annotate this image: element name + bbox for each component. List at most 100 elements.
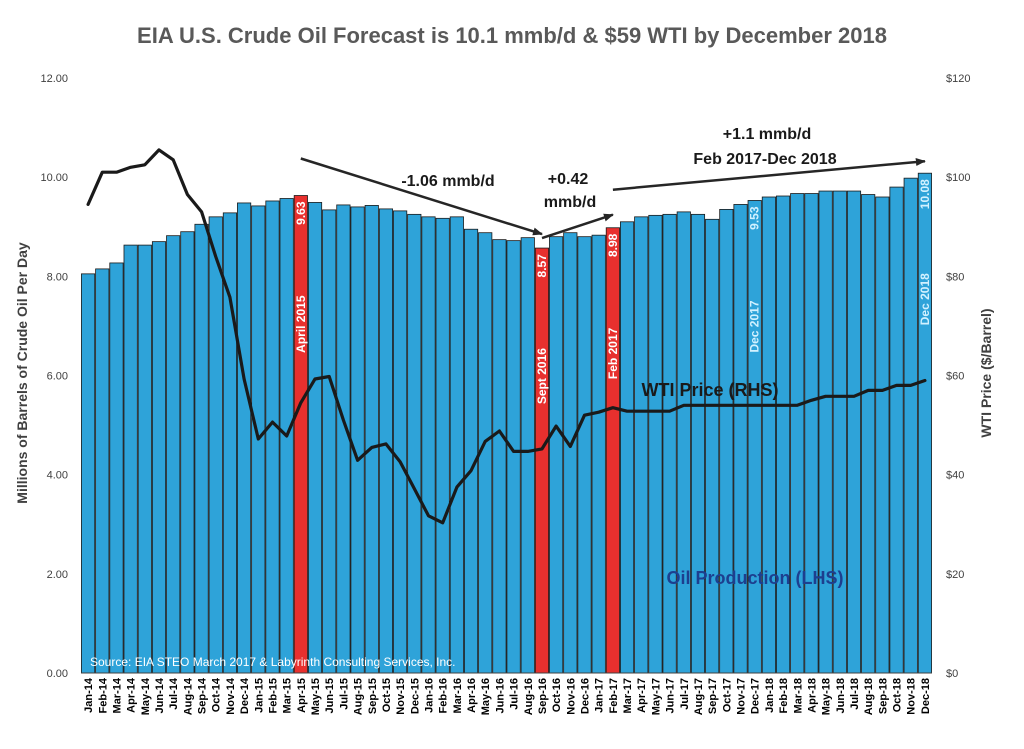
bar-date-label: Feb 2017 [606, 327, 620, 379]
x-tick-label: May-17 [650, 678, 662, 715]
production-bar [832, 190, 847, 674]
production-bar [733, 204, 748, 674]
production-bar [123, 244, 138, 674]
production-bar [776, 195, 791, 674]
production-bar [889, 186, 904, 674]
x-tick-label: Dec-16 [580, 678, 592, 714]
bar-value-label: 9.53 [748, 206, 762, 230]
series-label-price: WTI Price (RHS) [641, 380, 778, 400]
x-tick-label: May-14 [140, 677, 152, 715]
x-tick-label: Aug-16 [523, 678, 535, 715]
bar-date-label: April 2015 [294, 295, 308, 353]
x-tick-label: Sep-16 [537, 678, 549, 714]
x-tick-label: Feb-17 [608, 678, 620, 713]
x-tick-label: Mar-16 [452, 678, 464, 713]
production-bar [435, 217, 450, 674]
x-tick-label: Sep-15 [367, 678, 379, 714]
bar-date-label: Sept 2016 [535, 348, 549, 404]
annotation-recovery-unit: mmb/d [544, 194, 596, 211]
production-bar [109, 262, 124, 674]
production-bar [875, 196, 890, 674]
x-tick-label: Oct-16 [551, 678, 563, 712]
x-tick-label: Jul-17 [679, 678, 691, 710]
x-tick-label: Dec-17 [750, 678, 762, 714]
trend-arrow [612, 158, 926, 191]
x-tick-label: Oct-15 [381, 678, 393, 712]
x-tick-label: Jan-16 [424, 678, 436, 713]
chart-overlay: 9.63 April 2015 8.57 Sept 2016 8.98 Feb 2017 9… [86, 126, 932, 669]
x-tick-label: Jun-15 [324, 678, 336, 713]
y-tick-label-right: $60 [946, 371, 964, 383]
production-bar [804, 193, 819, 674]
y-tick-label-left: 4.00 [47, 470, 68, 482]
y-axis-label-right: WTI Price ($/Barrel) [978, 308, 994, 437]
annotation-growth: +1.1 mmb/d [723, 126, 811, 143]
y-axis-label-left: Millions of Barrels of Crude Oil Per Day [14, 242, 30, 504]
x-tick-label: Mar-14 [112, 677, 124, 713]
y-tick-label-right: $80 [946, 271, 964, 283]
axis-ticks: 0.00 2.00 4.00 6.00 8.00 10.00 12.00 $0 $20 $40 $6… [40, 73, 970, 715]
production-bar [95, 268, 110, 674]
x-tick-label: Nov-14 [225, 677, 237, 715]
x-tick-label: Oct-17 [721, 678, 733, 712]
production-bar [818, 190, 833, 674]
production-bar [322, 209, 337, 674]
highlight-bar [605, 227, 620, 674]
x-tick-label: Dec-18 [920, 678, 932, 714]
production-bar [307, 202, 323, 674]
x-tick-label: Sep-18 [877, 678, 889, 714]
bar-date-label: Dec 2018 [918, 273, 932, 325]
trend-arrow [300, 157, 543, 236]
production-bar [421, 216, 436, 674]
x-tick-label: Sep-17 [707, 678, 719, 714]
x-tick-label: Apr-15 [296, 678, 308, 713]
x-tick-label: Mar-15 [282, 678, 294, 713]
x-tick-label: Dec-15 [409, 678, 421, 714]
x-tick-label: Nov-16 [565, 678, 577, 715]
x-tick-label: Jan-18 [764, 678, 776, 713]
x-tick-label: Nov-15 [395, 678, 407, 715]
annotation-growth-period: Feb 2017-Dec 2018 [693, 151, 836, 168]
production-bar [137, 244, 152, 674]
y-tick-label-right: $120 [946, 73, 970, 85]
highlight-bar [293, 195, 308, 674]
production-bar [861, 194, 876, 674]
production-bar [81, 273, 96, 674]
x-tick-label: Apr-16 [466, 678, 478, 713]
y-tick-label-right: $100 [946, 172, 970, 184]
production-bar [407, 213, 422, 674]
bar-value-label: 10.08 [918, 179, 932, 209]
x-tick-label: Feb-16 [438, 678, 450, 713]
production-bars [81, 172, 932, 674]
x-tick-label: May-15 [310, 678, 322, 715]
production-bar [350, 206, 365, 674]
bar-value-label: 9.63 [294, 201, 308, 225]
annotation-decline: -1.06 mmb/d [401, 173, 494, 190]
highlight-bar [534, 247, 550, 674]
production-bar [364, 205, 379, 674]
production-bar [846, 190, 862, 674]
x-tick-label: Jul-18 [849, 678, 861, 710]
production-bar [761, 196, 776, 674]
production-bar [449, 216, 464, 674]
x-tick-label: Feb-14 [97, 677, 109, 713]
production-bar [591, 234, 606, 674]
y-tick-label-left: 12.00 [40, 73, 68, 85]
y-tick-label-left: 8.00 [47, 271, 68, 283]
bar-value-label: 8.98 [606, 233, 620, 257]
y-tick-label-right: $20 [946, 569, 964, 581]
x-tick-label: Oct-18 [892, 678, 904, 712]
production-bar [492, 239, 507, 674]
production-bar [676, 211, 691, 674]
x-tick-label: Jul-16 [509, 678, 521, 710]
production-bar [662, 213, 677, 674]
production-bar [634, 216, 649, 674]
x-tick-label: Apr-14 [126, 677, 138, 713]
x-tick-label: Aug-18 [863, 678, 875, 715]
production-bar [463, 228, 479, 674]
x-tick-label: Apr-17 [636, 678, 648, 713]
production-bar [648, 214, 663, 674]
x-tick-label: Mar-18 [792, 678, 804, 713]
x-tick-label: Aug-17 [693, 678, 705, 715]
